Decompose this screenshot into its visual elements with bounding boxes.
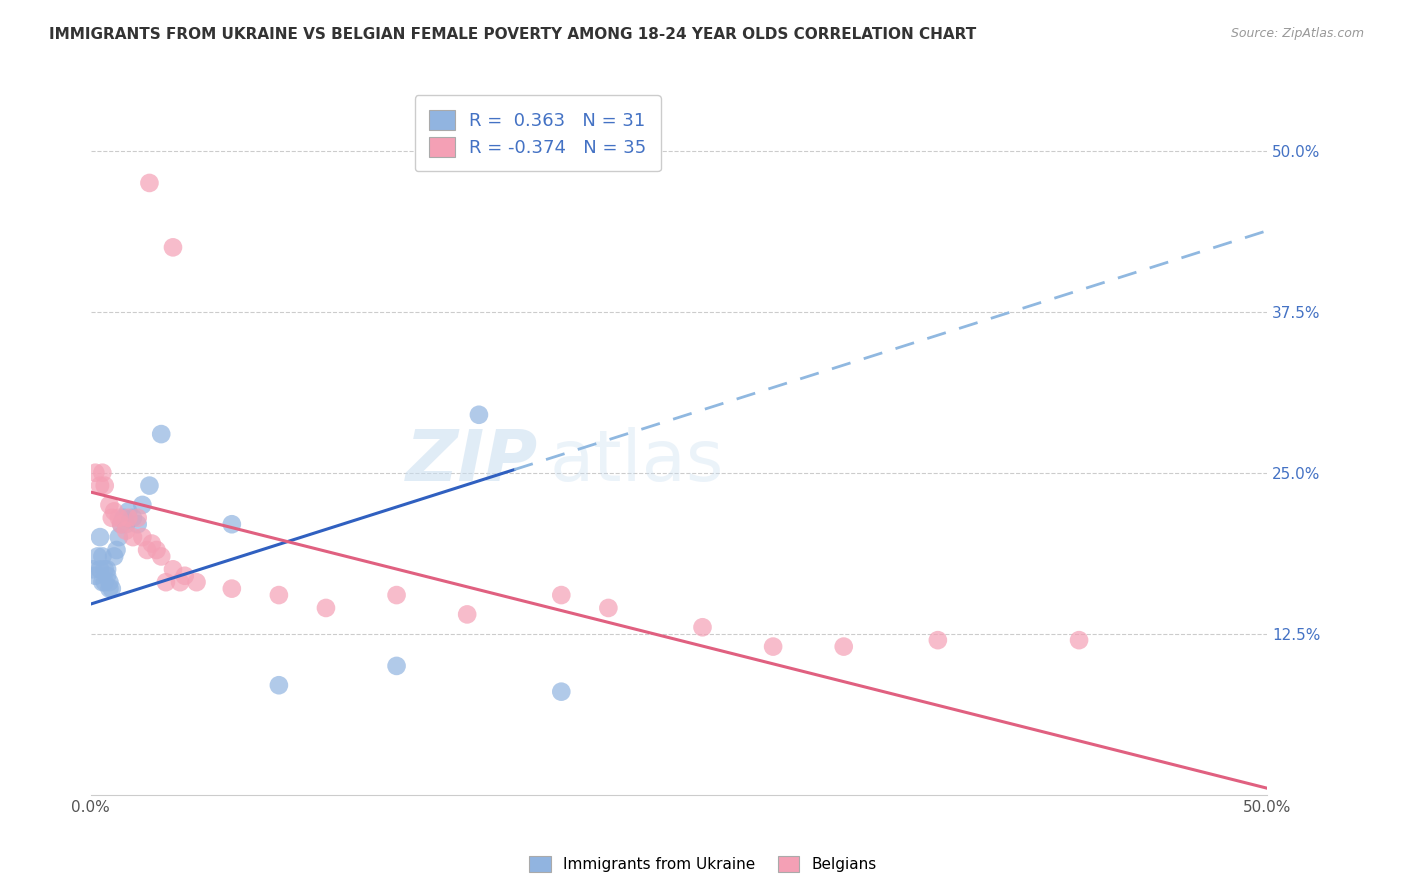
Point	[101, 510, 124, 524]
Point	[138, 478, 160, 492]
Text: IMMIGRANTS FROM UKRAINE VS BELGIAN FEMALE POVERTY AMONG 18-24 YEAR OLDS CORRELAT: IMMIGRANTS FROM UKRAINE VS BELGIAN FEMAL…	[49, 27, 976, 42]
Point	[86, 549, 108, 564]
Point	[162, 562, 184, 576]
Point	[385, 659, 408, 673]
Point	[108, 510, 131, 524]
Point	[598, 601, 620, 615]
Point	[131, 498, 153, 512]
Point	[98, 498, 121, 512]
Point	[91, 549, 114, 564]
Legend: R =  0.363   N = 31, R = -0.374   N = 35: R = 0.363 N = 31, R = -0.374 N = 35	[415, 95, 661, 171]
Point	[93, 478, 115, 492]
Point	[117, 504, 139, 518]
Point	[93, 562, 115, 576]
Point	[155, 575, 177, 590]
Point	[115, 517, 138, 532]
Point	[110, 517, 132, 532]
Point	[267, 588, 290, 602]
Point	[315, 601, 337, 615]
Point	[89, 530, 111, 544]
Point	[103, 549, 125, 564]
Point	[91, 466, 114, 480]
Point	[468, 408, 491, 422]
Point	[550, 588, 572, 602]
Point	[112, 510, 135, 524]
Point	[927, 633, 949, 648]
Point	[550, 684, 572, 698]
Point	[150, 427, 173, 442]
Point	[1067, 633, 1090, 648]
Point	[122, 510, 145, 524]
Text: Source: ZipAtlas.com: Source: ZipAtlas.com	[1230, 27, 1364, 40]
Point	[117, 510, 139, 524]
Point	[103, 504, 125, 518]
Point	[162, 240, 184, 254]
Point	[105, 543, 128, 558]
Legend: Immigrants from Ukraine, Belgians: Immigrants from Ukraine, Belgians	[522, 848, 884, 880]
Point	[122, 530, 145, 544]
Point	[93, 575, 115, 590]
Point	[832, 640, 855, 654]
Point	[150, 549, 173, 564]
Point	[96, 568, 118, 582]
Point	[96, 562, 118, 576]
Point	[136, 543, 159, 558]
Point	[456, 607, 478, 622]
Point	[101, 582, 124, 596]
Point	[127, 510, 149, 524]
Point	[108, 530, 131, 544]
Point	[89, 478, 111, 492]
Point	[84, 568, 107, 582]
Point	[169, 575, 191, 590]
Point	[385, 588, 408, 602]
Point	[91, 575, 114, 590]
Point	[131, 530, 153, 544]
Point	[221, 582, 243, 596]
Point	[82, 562, 104, 576]
Point	[98, 582, 121, 596]
Point	[221, 517, 243, 532]
Point	[692, 620, 714, 634]
Point	[141, 536, 163, 550]
Point	[173, 568, 195, 582]
Point	[762, 640, 785, 654]
Point	[98, 575, 121, 590]
Point	[89, 562, 111, 576]
Point	[145, 543, 167, 558]
Point	[138, 176, 160, 190]
Point	[115, 524, 138, 538]
Point	[127, 517, 149, 532]
Text: ZIP: ZIP	[405, 427, 537, 496]
Point	[186, 575, 208, 590]
Text: atlas: atlas	[550, 427, 724, 496]
Point	[110, 517, 132, 532]
Point	[84, 466, 107, 480]
Point	[267, 678, 290, 692]
